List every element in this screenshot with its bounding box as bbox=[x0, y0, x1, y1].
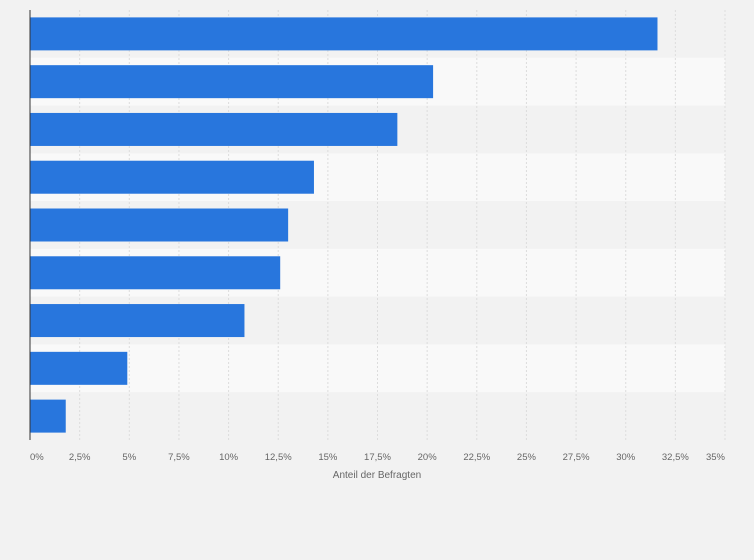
x-tick-label: 27,5% bbox=[563, 452, 590, 463]
x-tick-label: 7,5% bbox=[168, 452, 190, 463]
bar bbox=[30, 351, 128, 385]
bar bbox=[30, 160, 314, 194]
bar bbox=[30, 399, 66, 433]
row-band bbox=[30, 392, 725, 440]
x-tick-label: 15% bbox=[318, 452, 338, 463]
x-tick-label: 5% bbox=[122, 452, 136, 463]
x-tick-label: 12,5% bbox=[265, 452, 292, 463]
x-tick-label: 35% bbox=[706, 452, 726, 463]
x-tick-label: 2,5% bbox=[69, 452, 91, 463]
x-tick-label: 20% bbox=[418, 452, 438, 463]
bar bbox=[30, 17, 658, 51]
x-tick-label: 17,5% bbox=[364, 452, 391, 463]
x-tick-label: 22,5% bbox=[463, 452, 490, 463]
row-band bbox=[30, 344, 725, 393]
x-axis-ticks: 0% 2,5% 5% 7,5% 10% 12,5% 15% 17,5% 20% 22,5% 25% 2… bbox=[30, 452, 726, 463]
x-tick-label: 0% bbox=[30, 452, 44, 463]
bar bbox=[30, 256, 281, 290]
bars bbox=[30, 17, 658, 433]
x-axis-title: Anteil der Befragten bbox=[333, 470, 421, 481]
bar bbox=[30, 65, 434, 99]
x-tick-label: 32,5% bbox=[662, 452, 689, 463]
bar bbox=[30, 112, 398, 146]
bar bbox=[30, 304, 245, 338]
x-tick-label: 30% bbox=[616, 452, 636, 463]
bar bbox=[30, 208, 289, 242]
x-tick-label: 10% bbox=[219, 452, 239, 463]
x-tick-label: 25% bbox=[517, 452, 537, 463]
